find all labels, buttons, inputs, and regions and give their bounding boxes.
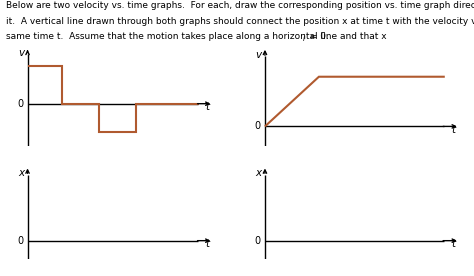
Text: t: t [206, 239, 210, 249]
Text: 0: 0 [255, 121, 261, 131]
Text: x: x [255, 168, 262, 178]
Text: v: v [255, 50, 262, 60]
Text: 0: 0 [18, 236, 23, 246]
Text: same time t.  Assume that the motion takes place along a horizontal line and tha: same time t. Assume that the motion take… [6, 32, 386, 41]
Text: it.  A vertical line drawn through both graphs should connect the position x at : it. A vertical line drawn through both g… [6, 17, 474, 26]
Text: t: t [452, 125, 456, 135]
Text: t: t [206, 102, 210, 113]
Text: Below are two velocity vs. time graphs.  For each, draw the corresponding positi: Below are two velocity vs. time graphs. … [6, 1, 474, 10]
Text: i: i [302, 34, 304, 43]
Text: = 0.: = 0. [307, 32, 329, 41]
Text: v: v [18, 47, 24, 58]
Text: x: x [18, 168, 24, 178]
Text: 0: 0 [18, 99, 23, 109]
Text: t: t [452, 239, 456, 249]
Text: 0: 0 [255, 236, 261, 246]
